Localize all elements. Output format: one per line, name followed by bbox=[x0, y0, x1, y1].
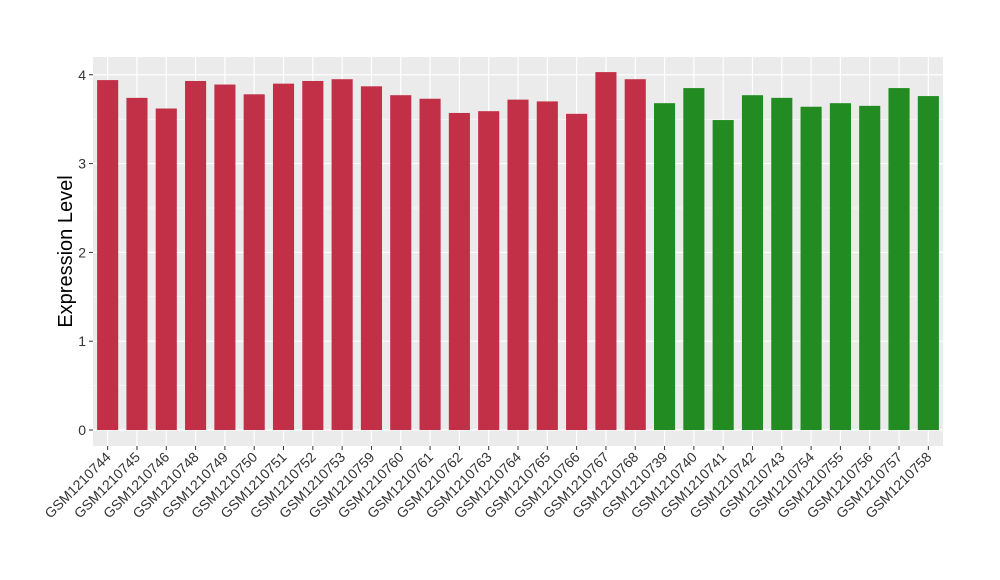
bar bbox=[888, 88, 910, 431]
bar bbox=[448, 112, 470, 431]
bar bbox=[155, 108, 177, 431]
bars bbox=[97, 72, 939, 431]
bar bbox=[741, 95, 764, 431]
bar bbox=[829, 103, 851, 431]
bar bbox=[624, 79, 646, 431]
y-tick-label: 0 bbox=[78, 422, 86, 438]
y-axis-title: Expression Level bbox=[55, 175, 77, 327]
bar bbox=[800, 106, 822, 431]
bar bbox=[126, 97, 148, 431]
bar bbox=[859, 105, 881, 431]
bar bbox=[771, 97, 793, 431]
bar bbox=[478, 111, 500, 431]
bar bbox=[536, 101, 558, 431]
bar bbox=[712, 120, 734, 431]
bar bbox=[243, 94, 265, 431]
y-tick-label: 3 bbox=[78, 156, 86, 172]
y-tick-label: 2 bbox=[78, 244, 86, 260]
bar bbox=[595, 72, 617, 431]
bar bbox=[360, 86, 382, 431]
x-axis: GSM1210744GSM1210745GSM1210746GSM1210748… bbox=[41, 446, 935, 521]
bar bbox=[390, 95, 412, 431]
y-tick-label: 1 bbox=[78, 333, 86, 349]
bar bbox=[683, 88, 705, 431]
y-tick-label: 4 bbox=[78, 67, 86, 83]
bar bbox=[566, 113, 588, 431]
bar bbox=[331, 79, 353, 431]
bar bbox=[302, 80, 324, 431]
bar bbox=[419, 98, 441, 431]
bar bbox=[917, 96, 939, 431]
bar bbox=[185, 80, 207, 431]
bar bbox=[97, 80, 119, 431]
y-axis: 0 1 2 3 4 bbox=[78, 67, 93, 438]
bar bbox=[272, 83, 295, 431]
bar bbox=[214, 84, 236, 431]
bar bbox=[654, 103, 676, 431]
bar bbox=[507, 99, 529, 431]
